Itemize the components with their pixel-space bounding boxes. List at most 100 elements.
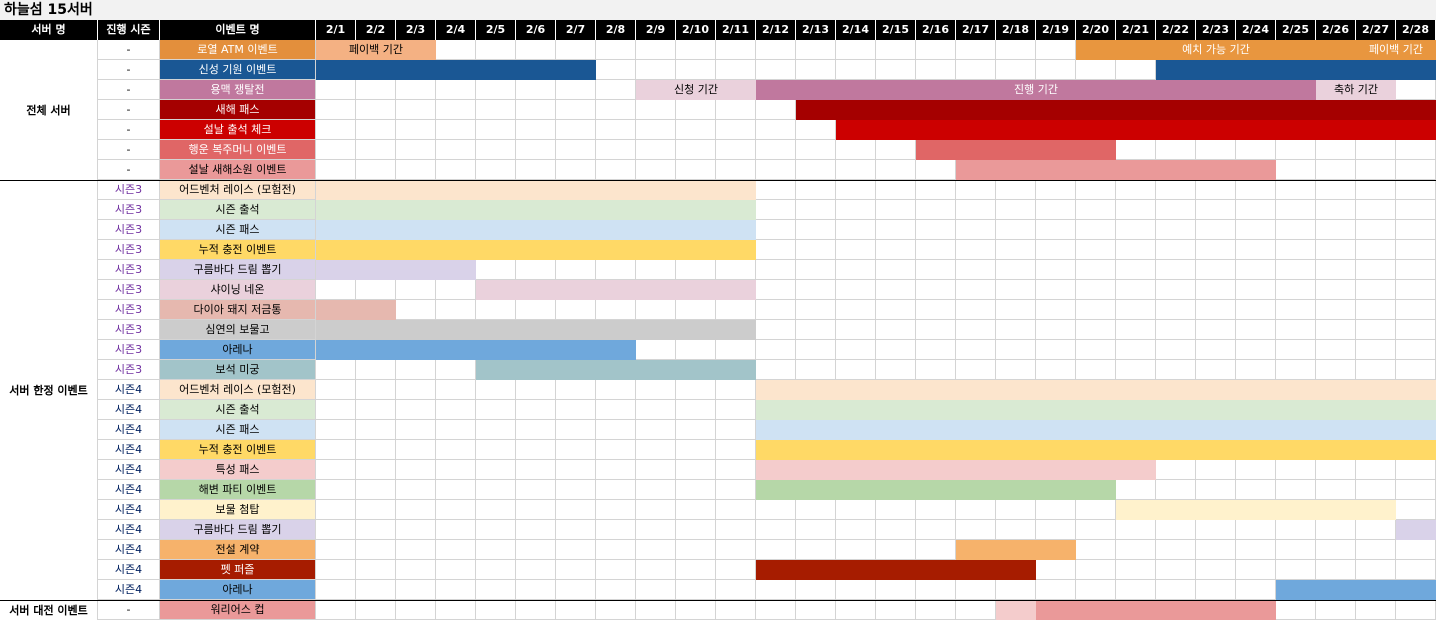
grid-cell[interactable] — [876, 360, 916, 380]
grid-cell[interactable] — [316, 440, 356, 460]
grid-cell[interactable] — [436, 400, 476, 420]
grid-cell[interactable] — [956, 320, 996, 340]
grid-cell[interactable] — [1156, 180, 1196, 200]
grid-cell[interactable] — [1116, 360, 1156, 380]
grid-cell[interactable] — [356, 280, 396, 300]
grid-cell[interactable] — [1316, 240, 1356, 260]
grid-cell[interactable] — [1156, 200, 1196, 220]
grid-cell[interactable] — [796, 280, 836, 300]
grid-cell[interactable] — [316, 140, 356, 160]
event-bar[interactable] — [1396, 520, 1436, 540]
grid-cell[interactable] — [636, 100, 676, 120]
grid-cell[interactable] — [1316, 600, 1356, 620]
grid-cell[interactable] — [516, 100, 556, 120]
grid-cell[interactable] — [676, 340, 716, 360]
grid-cell[interactable] — [316, 500, 356, 520]
grid-cell[interactable] — [556, 100, 596, 120]
grid-cell[interactable] — [596, 500, 636, 520]
grid-cell[interactable] — [1156, 320, 1196, 340]
event-bar[interactable] — [796, 100, 1436, 120]
event-name-cell[interactable]: 아레나 — [160, 340, 316, 360]
grid-cell[interactable] — [1356, 600, 1396, 620]
grid-cell[interactable] — [876, 40, 916, 60]
grid-cell[interactable] — [1316, 260, 1356, 280]
grid-cell[interactable] — [636, 260, 676, 280]
grid-cell[interactable] — [316, 600, 356, 620]
grid-cell[interactable] — [796, 140, 836, 160]
grid-cell[interactable] — [836, 140, 876, 160]
grid-cell[interactable] — [1316, 540, 1356, 560]
grid-cell[interactable] — [516, 440, 556, 460]
grid-cell[interactable] — [1196, 280, 1236, 300]
event-bar[interactable] — [316, 320, 756, 340]
grid-cell[interactable] — [756, 60, 796, 80]
grid-cell[interactable] — [916, 600, 956, 620]
grid-cell[interactable] — [876, 160, 916, 180]
grid-cell[interactable] — [396, 360, 436, 380]
event-name-cell[interactable]: 누적 충전 이벤트 — [160, 240, 316, 260]
grid-cell[interactable] — [996, 280, 1036, 300]
grid-cell[interactable] — [1316, 340, 1356, 360]
grid-cell[interactable] — [1276, 560, 1316, 580]
event-bar[interactable] — [756, 420, 1436, 440]
grid-cell[interactable] — [716, 420, 756, 440]
grid-cell[interactable] — [516, 300, 556, 320]
grid-cell[interactable] — [836, 540, 876, 560]
grid-cell[interactable] — [1396, 480, 1436, 500]
grid-cell[interactable] — [756, 340, 796, 360]
grid-cell[interactable] — [1236, 520, 1276, 540]
grid-cell[interactable] — [1036, 340, 1076, 360]
grid-cell[interactable] — [676, 120, 716, 140]
grid-cell[interactable] — [956, 280, 996, 300]
grid-cell[interactable] — [676, 60, 716, 80]
grid-cell[interactable] — [1276, 460, 1316, 480]
grid-cell[interactable] — [596, 40, 636, 60]
grid-cell[interactable] — [1316, 460, 1356, 480]
grid-cell[interactable] — [556, 560, 596, 580]
event-name-cell[interactable]: 어드벤처 레이스 (모험전) — [160, 380, 316, 400]
event-name-cell[interactable]: 새해 패스 — [160, 100, 316, 120]
grid-cell[interactable] — [396, 280, 436, 300]
grid-cell[interactable] — [316, 100, 356, 120]
grid-cell[interactable] — [356, 140, 396, 160]
grid-cell[interactable] — [796, 160, 836, 180]
grid-cell[interactable] — [1196, 200, 1236, 220]
grid-cell[interactable] — [1236, 320, 1276, 340]
grid-cell[interactable] — [916, 300, 956, 320]
grid-cell[interactable] — [916, 160, 956, 180]
grid-cell[interactable] — [1396, 240, 1436, 260]
grid-cell[interactable] — [1396, 320, 1436, 340]
grid-cell[interactable] — [1396, 300, 1436, 320]
grid-cell[interactable] — [1076, 540, 1116, 560]
grid-cell[interactable] — [756, 180, 796, 200]
grid-cell[interactable] — [436, 40, 476, 60]
grid-cell[interactable] — [356, 460, 396, 480]
grid-cell[interactable] — [436, 280, 476, 300]
grid-cell[interactable] — [756, 600, 796, 620]
grid-cell[interactable] — [436, 300, 476, 320]
grid-cell[interactable] — [1276, 280, 1316, 300]
grid-cell[interactable] — [356, 520, 396, 540]
grid-cell[interactable] — [556, 40, 596, 60]
grid-cell[interactable] — [916, 200, 956, 220]
grid-cell[interactable] — [716, 160, 756, 180]
grid-cell[interactable] — [756, 580, 796, 600]
event-bar[interactable] — [756, 460, 1156, 480]
grid-cell[interactable] — [596, 560, 636, 580]
grid-cell[interactable] — [1316, 480, 1356, 500]
grid-cell[interactable] — [676, 440, 716, 460]
grid-cell[interactable] — [396, 480, 436, 500]
event-bar[interactable] — [476, 280, 756, 300]
grid-cell[interactable] — [756, 320, 796, 340]
grid-cell[interactable] — [1396, 460, 1436, 480]
grid-cell[interactable] — [556, 300, 596, 320]
grid-cell[interactable] — [716, 260, 756, 280]
grid-cell[interactable] — [356, 420, 396, 440]
grid-cell[interactable] — [1196, 140, 1236, 160]
grid-cell[interactable] — [916, 60, 956, 80]
grid-cell[interactable] — [756, 280, 796, 300]
grid-cell[interactable] — [676, 160, 716, 180]
grid-cell[interactable] — [876, 200, 916, 220]
grid-cell[interactable] — [876, 540, 916, 560]
grid-cell[interactable] — [1356, 540, 1396, 560]
